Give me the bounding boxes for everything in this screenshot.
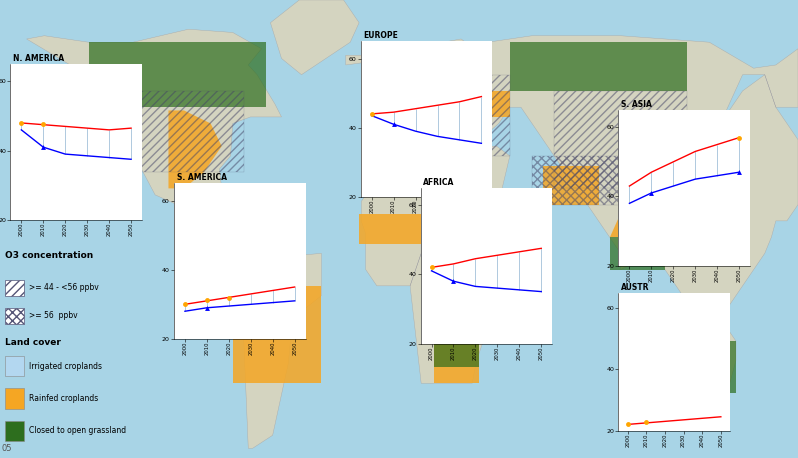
Polygon shape: [26, 29, 282, 244]
Polygon shape: [727, 341, 736, 393]
Polygon shape: [399, 42, 465, 104]
Polygon shape: [434, 334, 479, 383]
Polygon shape: [168, 110, 222, 188]
Polygon shape: [410, 39, 465, 94]
Polygon shape: [621, 124, 670, 172]
Text: >= 56  ppbv: >= 56 ppbv: [29, 311, 77, 320]
FancyBboxPatch shape: [5, 388, 24, 409]
Polygon shape: [654, 341, 727, 383]
FancyBboxPatch shape: [5, 420, 24, 441]
Text: Irrigated croplands: Irrigated croplands: [29, 362, 102, 371]
Text: Closed to open grassland: Closed to open grassland: [29, 426, 126, 435]
Polygon shape: [421, 253, 465, 286]
Polygon shape: [454, 231, 488, 286]
Polygon shape: [543, 166, 598, 205]
Polygon shape: [346, 55, 370, 65]
Polygon shape: [510, 42, 687, 91]
FancyBboxPatch shape: [5, 308, 24, 324]
Polygon shape: [687, 127, 721, 169]
Polygon shape: [652, 318, 736, 393]
FancyBboxPatch shape: [5, 356, 24, 376]
Text: Rainfed croplands: Rainfed croplands: [29, 394, 98, 403]
Text: S. AMERICA: S. AMERICA: [176, 174, 227, 182]
Polygon shape: [361, 146, 510, 383]
Polygon shape: [233, 286, 322, 383]
Polygon shape: [89, 42, 266, 107]
Text: AUSTR: AUSTR: [621, 284, 650, 292]
Polygon shape: [381, 78, 404, 107]
Polygon shape: [271, 0, 359, 75]
Polygon shape: [434, 318, 479, 367]
Text: Land cover: Land cover: [5, 338, 61, 347]
Text: AFRICA: AFRICA: [423, 178, 455, 187]
Text: N. AMERICA: N. AMERICA: [13, 55, 64, 63]
Text: S. ASIA: S. ASIA: [621, 100, 652, 109]
Polygon shape: [439, 36, 798, 328]
Polygon shape: [379, 101, 479, 153]
Text: 05: 05: [2, 444, 12, 453]
Text: O3 concentration: O3 concentration: [5, 251, 93, 260]
Text: >= 44 - <56 ppbv: >= 44 - <56 ppbv: [29, 283, 99, 292]
Text: EUROPE: EUROPE: [363, 32, 398, 40]
Polygon shape: [610, 237, 665, 270]
Polygon shape: [359, 214, 444, 244]
Polygon shape: [399, 91, 448, 127]
Polygon shape: [610, 188, 665, 237]
Polygon shape: [233, 270, 293, 328]
Polygon shape: [222, 231, 322, 448]
FancyBboxPatch shape: [5, 279, 24, 296]
Polygon shape: [448, 91, 510, 117]
